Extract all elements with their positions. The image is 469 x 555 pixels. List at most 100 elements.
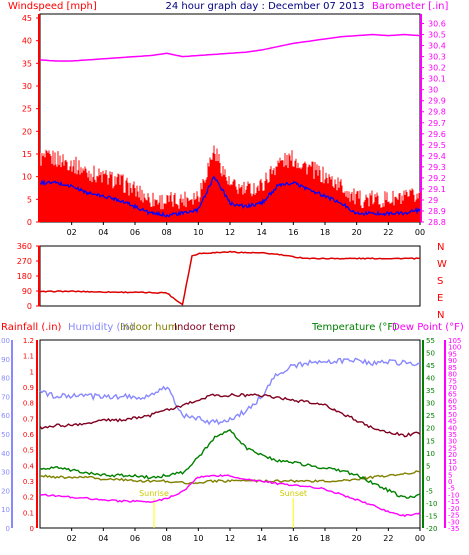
x-tick-label-top: 18 [320, 228, 330, 237]
dewpoint-tick-label: 40 [448, 424, 457, 432]
windspeed-tick-label: 45 [22, 14, 32, 23]
rainfall-tick-label: 0.7 [23, 415, 34, 423]
dewpoint-tick-label: 95 [448, 350, 457, 358]
humidity-tick-label: 30 [1, 469, 10, 477]
x-tick-label-bottom: 16 [288, 534, 298, 543]
compass-label: S [437, 276, 443, 287]
dewpoint-tick-label: 60 [448, 397, 457, 405]
chart-title: 24 hour graph day : December 07 2013 [166, 1, 365, 12]
dewpoint-line [39, 474, 421, 518]
humidity-tick-label: 40 [1, 450, 10, 458]
temperature-tick-label: 20 [426, 425, 435, 433]
direction-line [39, 250, 421, 306]
x-tick-label-top: 02 [67, 228, 77, 237]
dewpoint-tick-label: 85 [448, 364, 457, 372]
x-tick-label-bottom: 18 [320, 534, 330, 543]
dewpoint-tick-label: 105 [448, 337, 461, 345]
temperature-tick-label: 10 [426, 450, 435, 458]
x-tick-label-bottom: 10 [193, 534, 203, 543]
temperature-tick-label: 45 [426, 362, 435, 370]
rainfall-tick-label: 0.2 [23, 494, 34, 502]
x-tick-label-top: 14 [257, 228, 267, 237]
indoor-hum-line [39, 470, 421, 485]
x-tick-label-bottom: 12 [225, 534, 235, 543]
rainfall-tick-label: 0.8 [23, 400, 34, 408]
dewpoint-tick-label: -15 [448, 498, 459, 506]
barometer-tick-label: 29.9 [428, 97, 446, 106]
barometer-tick-label: 30.5 [428, 31, 446, 40]
humidity-tick-label: 10 [1, 506, 10, 514]
barometer-tick-label: 30.4 [428, 42, 446, 51]
direction-tick-label: 270 [17, 257, 32, 266]
direction-tick-label: 90 [22, 287, 32, 296]
dewpoint-tick-label: -5 [448, 485, 455, 493]
temperature-tick-label: 0 [426, 475, 430, 483]
barometer-tick-label: 29 [428, 196, 438, 205]
windspeed-tick-label: 20 [22, 127, 32, 136]
temperature-tick-label: 15 [426, 437, 435, 445]
temperature-label: Temperature (°F) [311, 322, 397, 333]
humidity-tick-label: 70 [1, 393, 10, 401]
windspeed-tick-label: 35 [22, 59, 32, 68]
windspeed-tick-label: 5 [27, 195, 32, 204]
direction-tick-label: 360 [17, 242, 32, 251]
temperature-tick-label: 55 [426, 337, 435, 345]
x-tick-label-top: 16 [288, 228, 298, 237]
windspeed-tick-label: 10 [22, 173, 32, 182]
x-tick-label-bottom: 14 [257, 534, 267, 543]
temperature-tick-label: -10 [426, 500, 437, 508]
temperature-tick-label: 5 [426, 462, 430, 470]
temperature-tick-label: 40 [426, 375, 435, 383]
windspeed-tick-label: 30 [22, 82, 32, 91]
indoor-hum-label: Indoor hum [120, 322, 178, 333]
x-tick-label-top: 00 [415, 228, 425, 237]
x-tick-label-top: 04 [98, 228, 108, 237]
temperature-line [39, 429, 421, 499]
x-tick-label-top: 06 [130, 228, 140, 237]
dewpoint-tick-label: -20 [448, 505, 459, 513]
barometer-tick-label: 30.2 [428, 64, 446, 73]
x-tick-label-top: 10 [193, 228, 203, 237]
dewpoint-tick-label: 10 [448, 465, 457, 473]
bottom-panel-frame [39, 339, 421, 529]
x-tick-label-bottom: 00 [415, 534, 425, 543]
x-tick-label-top: 12 [225, 228, 235, 237]
dewpoint-tick-label: 20 [448, 451, 457, 459]
dewpoint-tick-label: 75 [448, 377, 457, 385]
rainfall-tick-label: 1.2 [23, 337, 34, 345]
dewpoint-tick-label: 70 [448, 384, 457, 392]
sunset-label: Sunset [280, 489, 307, 498]
dewpoint-tick-label: 0 [448, 478, 452, 486]
dewpoint-tick-label: -10 [448, 491, 459, 499]
x-tick-label-top: 22 [383, 228, 393, 237]
rainfall-tick-label: 0.9 [23, 384, 34, 392]
barometer-tick-label: 29.5 [428, 141, 446, 150]
temperature-tick-label: 35 [426, 387, 435, 395]
temperature-tick-label: 30 [426, 400, 435, 408]
humidity-tick-label: 100 [0, 337, 10, 345]
barometer-tick-label: 29.3 [428, 163, 446, 172]
humidity-tick-label: 90 [1, 356, 10, 364]
barometer-tick-label: 30.1 [428, 75, 446, 84]
windspeed-tick-label: 25 [22, 105, 32, 114]
rainfall-tick-label: 0.4 [23, 462, 35, 470]
barometer-tick-label: 30.6 [428, 20, 446, 29]
indoor-temp-label: Indoor temp [174, 322, 235, 333]
x-tick-label-bottom: 06 [130, 534, 140, 543]
barometer-tick-label: 29.6 [428, 130, 446, 139]
x-tick-label-bottom: 02 [67, 534, 77, 543]
dewpoint-tick-label: 15 [448, 458, 457, 466]
barometer-tick-label: 29.4 [428, 152, 446, 161]
x-tick-label-bottom: 22 [383, 534, 393, 543]
rainfall-tick-label: 0.5 [23, 447, 34, 455]
compass-label: W [437, 259, 447, 270]
rainfall-label: Rainfall (.in) [1, 322, 62, 333]
indoor-temp-line [39, 392, 421, 438]
humidity-tick-label: 0 [6, 525, 10, 533]
dewpoint-tick-label: -30 [448, 518, 459, 526]
humidity-tick-label: 80 [1, 375, 10, 383]
dewpoint-tick-label: 35 [448, 431, 457, 439]
barometer-tick-label: 29.7 [428, 119, 446, 128]
